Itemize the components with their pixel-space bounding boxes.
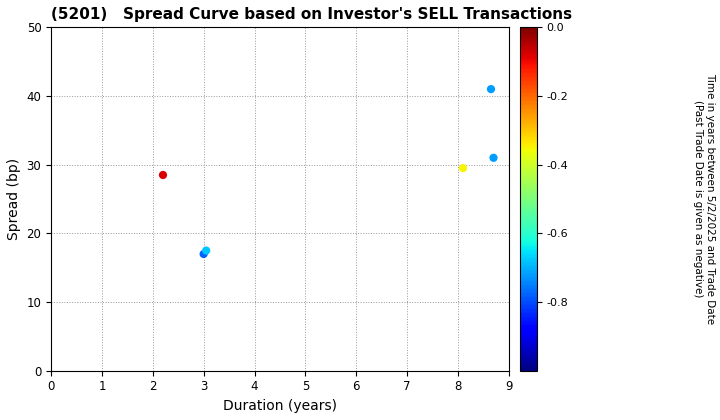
Point [485,86,497,92]
Point [157,172,168,178]
Y-axis label: Spread (bp): Spread (bp) [7,158,21,240]
Point [200,247,212,254]
Point [487,155,499,161]
Y-axis label: Time in years between 5/2/2025 and Trade Date
(Past Trade Date is given as negat: Time in years between 5/2/2025 and Trade… [693,74,715,325]
X-axis label: Duration (years): Duration (years) [223,399,337,413]
Point [457,165,469,171]
Point [198,251,210,257]
Text: (5201)   Spread Curve based on Investor's SELL Transactions: (5201) Spread Curve based on Investor's … [51,7,572,22]
